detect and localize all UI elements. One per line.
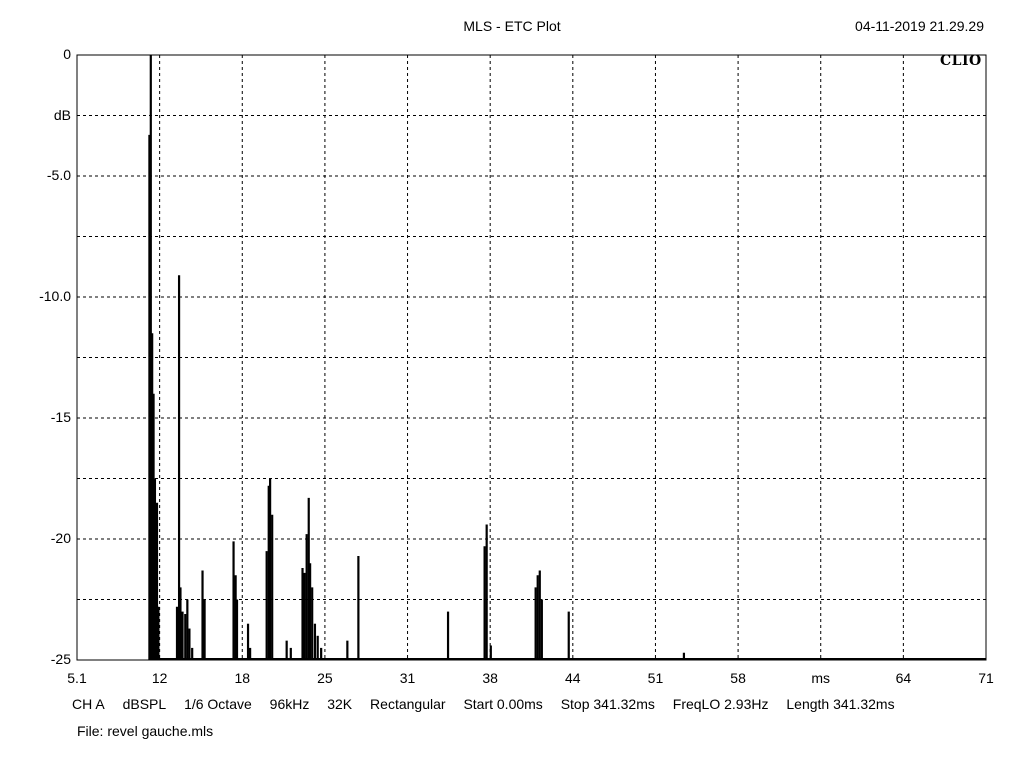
y-tick-label: -5.0 <box>46 167 71 183</box>
info-unit: dBSPL <box>122 696 167 712</box>
x-tick-label: 44 <box>565 670 581 686</box>
y-tick-label: -15 <box>50 409 71 425</box>
x-tick-label: 71 <box>978 670 994 686</box>
plot-frame <box>76 54 987 661</box>
x-tick-label: 31 <box>399 670 416 686</box>
x-tick-label: 25 <box>317 670 333 686</box>
info-stop: Stop 341.32ms <box>560 696 655 712</box>
info-mls-size: 32K <box>327 696 353 712</box>
info-sample-rate: 96kHz <box>269 696 310 712</box>
y-tick-label: -25 <box>50 651 71 667</box>
x-tick-label: 64 <box>895 670 912 686</box>
info-freq-lo: FreqLO 2.93Hz <box>672 696 769 712</box>
x-tick-label: 51 <box>647 670 664 686</box>
info-window: Rectangular <box>370 696 446 712</box>
info-start: Start 0.00ms <box>463 696 543 712</box>
x-tick-label: 38 <box>482 670 498 686</box>
etc-series <box>148 55 986 660</box>
y-tick-label: 0 <box>63 46 71 62</box>
x-tick-label: ms <box>811 670 831 686</box>
x-tick-label: 58 <box>730 670 746 686</box>
x-tick-label: 18 <box>234 670 251 686</box>
measurement-info: CH A dBSPL 1/6 Octave 96kHz 32K Rectangu… <box>72 696 909 712</box>
plot-grid <box>77 55 986 660</box>
info-length: Length 341.32ms <box>786 696 895 712</box>
chart-title: MLS - ETC Plot <box>463 18 561 34</box>
x-tick-label: 12 <box>151 670 168 686</box>
measurement-datetime: 04-11-2019 21.29.29 <box>855 18 984 34</box>
x-tick-label: 5.1 <box>67 670 87 686</box>
y-tick-label: -10.0 <box>39 288 71 304</box>
info-channel: CH A <box>72 696 105 712</box>
y-tick-label: -20 <box>50 530 71 546</box>
y-tick-label: dB <box>53 106 71 123</box>
brand-logo: CLIO <box>940 53 982 69</box>
info-smoothing: 1/6 Octave <box>184 696 252 712</box>
file-name: File: revel gauche.mls <box>77 723 214 739</box>
